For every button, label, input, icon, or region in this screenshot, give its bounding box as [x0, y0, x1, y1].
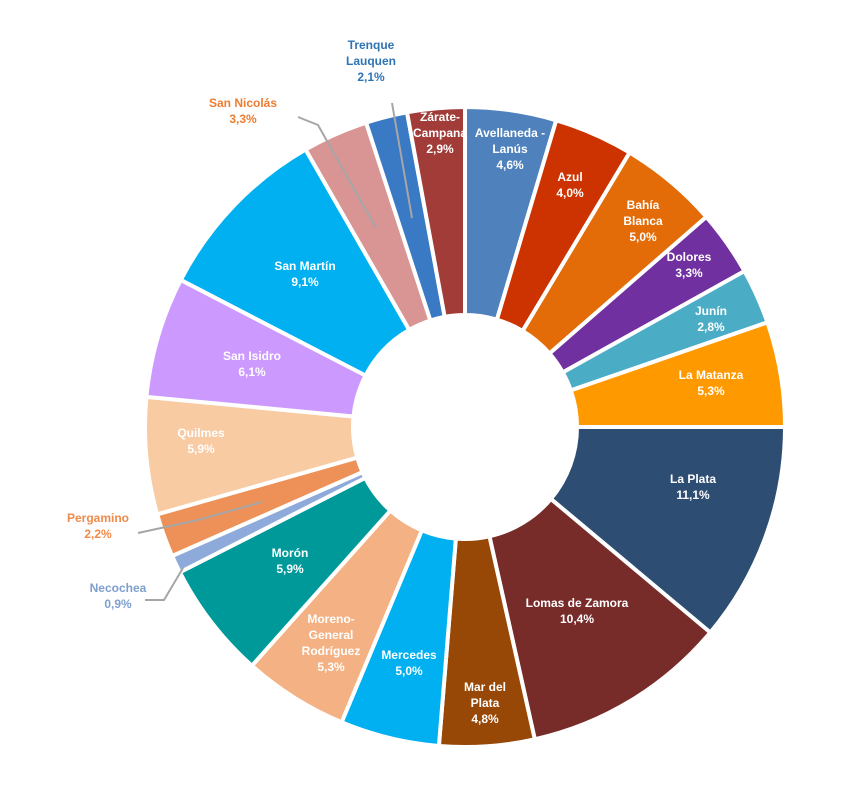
- category-label-san-nicolas: San Nicolás: [209, 96, 277, 110]
- value-label-moreno-general-rodriguez: 5,3%: [317, 660, 345, 674]
- value-label-bahia-blanca: 5,0%: [629, 230, 657, 244]
- slice-lomas-de-zamora: [487, 496, 713, 742]
- category-label-avellaneda-lanus: Avellaneda -: [475, 126, 545, 140]
- label-la-plata: La Plata 11,1%: [670, 472, 716, 502]
- category-label-mar-del-plata: Mar del: [464, 680, 506, 694]
- label-la-matanza: La Matanza 5,3%: [679, 368, 744, 398]
- leader-line-trenque-lauquen: [391, 102, 413, 219]
- label-moron: Morón 5,9%: [272, 546, 309, 576]
- category-label-pergamino: Pergamino: [67, 511, 129, 525]
- category-label-la-plata: La Plata: [670, 472, 716, 486]
- category-label-bahia-blanca: Bahía: [627, 198, 660, 212]
- leader-line-pergamino: [137, 501, 263, 534]
- label-trenque-lauquen: Trenque Lauquen 2,1%: [346, 38, 396, 84]
- category-label-mercedes: Mercedes: [381, 648, 437, 662]
- label-bahia-blanca: Bahía Blanca 5,0%: [623, 198, 663, 244]
- label-junin: Junín 2,8%: [695, 304, 727, 334]
- label-avellaneda-lanus: Avellaneda - Lanús 4,6%: [475, 126, 545, 172]
- label-mercedes: Mercedes 5,0%: [381, 648, 437, 678]
- value-label-azul: 4,0%: [556, 186, 584, 200]
- value-label-san-nicolas: 3,3%: [229, 112, 257, 126]
- slice-la-plata: [548, 425, 787, 635]
- category-label-san-isidro: San Isidro: [223, 349, 281, 363]
- category-label-lomas-de-zamora: Lomas de Zamora: [526, 596, 629, 610]
- label-zarate-campana: Zárate- Campana 2,9%: [413, 110, 467, 156]
- category-label-san-martin: San Martín: [274, 259, 335, 273]
- category-label-moron: Morón: [272, 546, 309, 560]
- label-pergamino: Pergamino 2,2%: [67, 511, 129, 541]
- label-san-nicolas: San Nicolás 3,3%: [209, 96, 277, 126]
- value-label-lomas-de-zamora: 10,4%: [560, 612, 594, 626]
- label-mar-del-plata: Mar del Plata 4,8%: [464, 680, 506, 726]
- value-label-avellaneda-lanus: 4,6%: [496, 158, 524, 172]
- category-label-zarate-campana: Campana: [413, 126, 467, 140]
- category-label-azul: Azul: [557, 170, 582, 184]
- category-label-moreno-general-rodriguez: Rodríguez: [302, 644, 361, 658]
- value-label-junin: 2,8%: [697, 320, 725, 334]
- value-label-la-matanza: 5,3%: [697, 384, 725, 398]
- label-san-martin: San Martín 9,1%: [274, 259, 335, 289]
- category-label-bahia-blanca: Blanca: [623, 214, 663, 228]
- category-label-la-matanza: La Matanza: [679, 368, 744, 382]
- category-label-trenque-lauquen: Lauquen: [346, 54, 396, 68]
- value-label-trenque-lauquen: 2,1%: [357, 70, 385, 84]
- category-label-trenque-lauquen: Trenque: [348, 38, 395, 52]
- leader-line-necochea: [145, 567, 184, 601]
- label-azul: Azul 4,0%: [556, 170, 584, 200]
- label-lomas-de-zamora: Lomas de Zamora 10,4%: [526, 596, 629, 626]
- category-label-zarate-campana: Zárate-: [420, 110, 460, 124]
- value-label-mar-del-plata: 4,8%: [471, 712, 499, 726]
- slice-zarate-campana: [405, 105, 467, 319]
- category-label-dolores: Dolores: [667, 250, 712, 264]
- label-dolores: Dolores 3,3%: [667, 250, 712, 280]
- category-label-moreno-general-rodriguez: Moreno-: [307, 612, 354, 626]
- value-label-san-martin: 9,1%: [291, 275, 319, 289]
- slice-san-martin: [178, 147, 412, 378]
- donut-hole: [355, 317, 575, 537]
- category-label-moreno-general-rodriguez: General: [309, 628, 354, 642]
- value-label-mercedes: 5,0%: [395, 664, 423, 678]
- label-necochea: Necochea 0,9%: [90, 581, 147, 611]
- label-moreno-general-rodriguez: Moreno- General Rodríguez 5,3%: [302, 612, 361, 674]
- value-label-la-plata: 11,1%: [676, 488, 710, 502]
- label-san-isidro: San Isidro 6,1%: [223, 349, 281, 379]
- value-label-dolores: 3,3%: [675, 266, 703, 280]
- category-label-junin: Junín: [695, 304, 727, 318]
- value-label-moron: 5,9%: [276, 562, 304, 576]
- value-label-pergamino: 2,2%: [84, 527, 112, 541]
- category-label-avellaneda-lanus: Lanús: [492, 142, 528, 156]
- category-label-necochea: Necochea: [90, 581, 147, 595]
- value-label-necochea: 0,9%: [104, 597, 132, 611]
- value-label-quilmes: 5,9%: [187, 442, 215, 456]
- category-label-mar-del-plata: Plata: [471, 696, 500, 710]
- label-quilmes: Quilmes 5,9%: [177, 426, 225, 456]
- value-label-san-isidro: 6,1%: [238, 365, 266, 379]
- value-label-zarate-campana: 2,9%: [426, 142, 454, 156]
- category-label-quilmes: Quilmes: [177, 426, 225, 440]
- leader-line-san-nicolas: [297, 116, 377, 229]
